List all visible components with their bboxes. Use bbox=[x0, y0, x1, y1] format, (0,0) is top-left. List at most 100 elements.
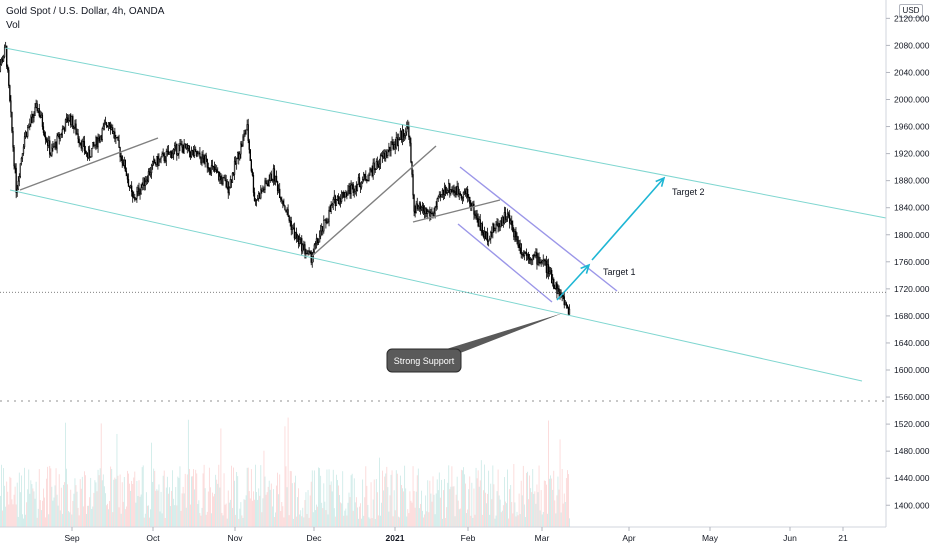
candle-body bbox=[530, 259, 532, 261]
volume-bar bbox=[494, 518, 496, 527]
candle-body bbox=[150, 165, 153, 174]
candle-body bbox=[496, 222, 498, 225]
volume-bar bbox=[363, 515, 365, 527]
volume-bar bbox=[465, 483, 466, 527]
volume-bar bbox=[235, 514, 236, 527]
volume-bar bbox=[53, 497, 55, 527]
candle-body bbox=[149, 172, 152, 176]
candle-body bbox=[187, 145, 189, 149]
volume-bar bbox=[241, 515, 243, 527]
candle-body bbox=[363, 173, 365, 180]
volume-bar bbox=[55, 468, 57, 527]
volume-bar bbox=[425, 495, 427, 527]
candle-body bbox=[491, 232, 493, 234]
candle-body bbox=[562, 294, 564, 297]
candle-body bbox=[374, 169, 376, 171]
candle-body bbox=[91, 148, 93, 158]
volume-bar bbox=[279, 474, 281, 527]
volume-bar bbox=[370, 482, 372, 527]
candle-body bbox=[274, 175, 277, 182]
volume-bar bbox=[147, 505, 148, 527]
candle-body bbox=[331, 204, 333, 206]
candle-body bbox=[344, 196, 346, 198]
candle-body bbox=[127, 179, 130, 187]
candle-body bbox=[470, 203, 472, 208]
candle-body bbox=[566, 304, 569, 308]
volume-bar bbox=[70, 489, 72, 527]
candle-body bbox=[7, 66, 9, 71]
candle-body bbox=[129, 185, 132, 188]
volume-bar bbox=[556, 495, 558, 527]
candle-body bbox=[370, 168, 372, 171]
candle-body bbox=[334, 195, 337, 207]
candle-body bbox=[145, 179, 147, 183]
candle-body bbox=[327, 220, 329, 223]
volume-bar bbox=[273, 489, 274, 527]
volume-bar bbox=[455, 494, 457, 527]
volume-bar bbox=[288, 515, 290, 527]
candle-body bbox=[296, 235, 299, 239]
candle-body bbox=[284, 205, 286, 211]
candle-body bbox=[139, 193, 141, 195]
volume-bar bbox=[509, 489, 511, 527]
candle-body bbox=[205, 155, 207, 160]
candle-body bbox=[515, 231, 517, 241]
volume-bar bbox=[324, 501, 326, 527]
volume-bar bbox=[117, 475, 119, 527]
candle-body bbox=[90, 156, 92, 158]
volume-bar bbox=[2, 510, 3, 527]
volume-bar bbox=[468, 489, 470, 527]
volume-bar bbox=[399, 517, 400, 527]
volume-label: Vol bbox=[6, 20, 20, 31]
candle-body bbox=[57, 133, 59, 137]
candle-body bbox=[111, 127, 113, 130]
volume-bar bbox=[13, 494, 15, 527]
volume-bar bbox=[328, 469, 330, 527]
candle-body bbox=[153, 159, 155, 162]
volume-bar bbox=[4, 485, 5, 527]
candle-body bbox=[318, 235, 321, 243]
volume-bar bbox=[379, 457, 380, 527]
candle-body bbox=[248, 140, 250, 150]
candle-body bbox=[289, 220, 291, 222]
volume-bar bbox=[294, 482, 295, 527]
candle-body bbox=[364, 173, 366, 177]
candle-body bbox=[421, 205, 424, 208]
candle-body bbox=[365, 176, 367, 181]
candle-body bbox=[509, 215, 511, 224]
volume-bar bbox=[201, 507, 203, 527]
candle-body bbox=[15, 167, 17, 193]
volume-bar bbox=[233, 467, 234, 527]
volume-bar bbox=[176, 505, 178, 527]
candle-body bbox=[13, 146, 15, 167]
volume-bar bbox=[384, 476, 386, 527]
volume-bar bbox=[109, 500, 110, 527]
candle-body bbox=[307, 250, 309, 254]
volume-bar bbox=[3, 468, 4, 527]
volume-bar bbox=[91, 508, 93, 527]
volume-bar bbox=[68, 511, 70, 527]
volume-bar bbox=[291, 483, 293, 527]
candle-body bbox=[329, 209, 331, 212]
volume-bar bbox=[476, 478, 478, 527]
volume-bar bbox=[505, 501, 506, 527]
volume-bar bbox=[213, 496, 214, 527]
volume-bar bbox=[546, 484, 547, 527]
volume-bar bbox=[37, 508, 39, 527]
candle-body bbox=[180, 143, 182, 145]
volume-bar bbox=[514, 502, 516, 527]
volume-bar bbox=[184, 473, 186, 527]
currency-button[interactable]: USD bbox=[899, 4, 923, 18]
candle-body bbox=[125, 170, 128, 177]
candle-body bbox=[21, 153, 24, 159]
volume-bar bbox=[471, 482, 473, 527]
candle-body bbox=[158, 158, 160, 166]
volume-bar bbox=[217, 483, 219, 527]
volume-bar bbox=[139, 496, 141, 527]
volume-bar bbox=[308, 517, 310, 527]
candle-body bbox=[217, 171, 219, 173]
volume-histogram bbox=[0, 417, 570, 527]
volume-bar bbox=[488, 470, 490, 527]
volume-bar bbox=[82, 506, 84, 527]
